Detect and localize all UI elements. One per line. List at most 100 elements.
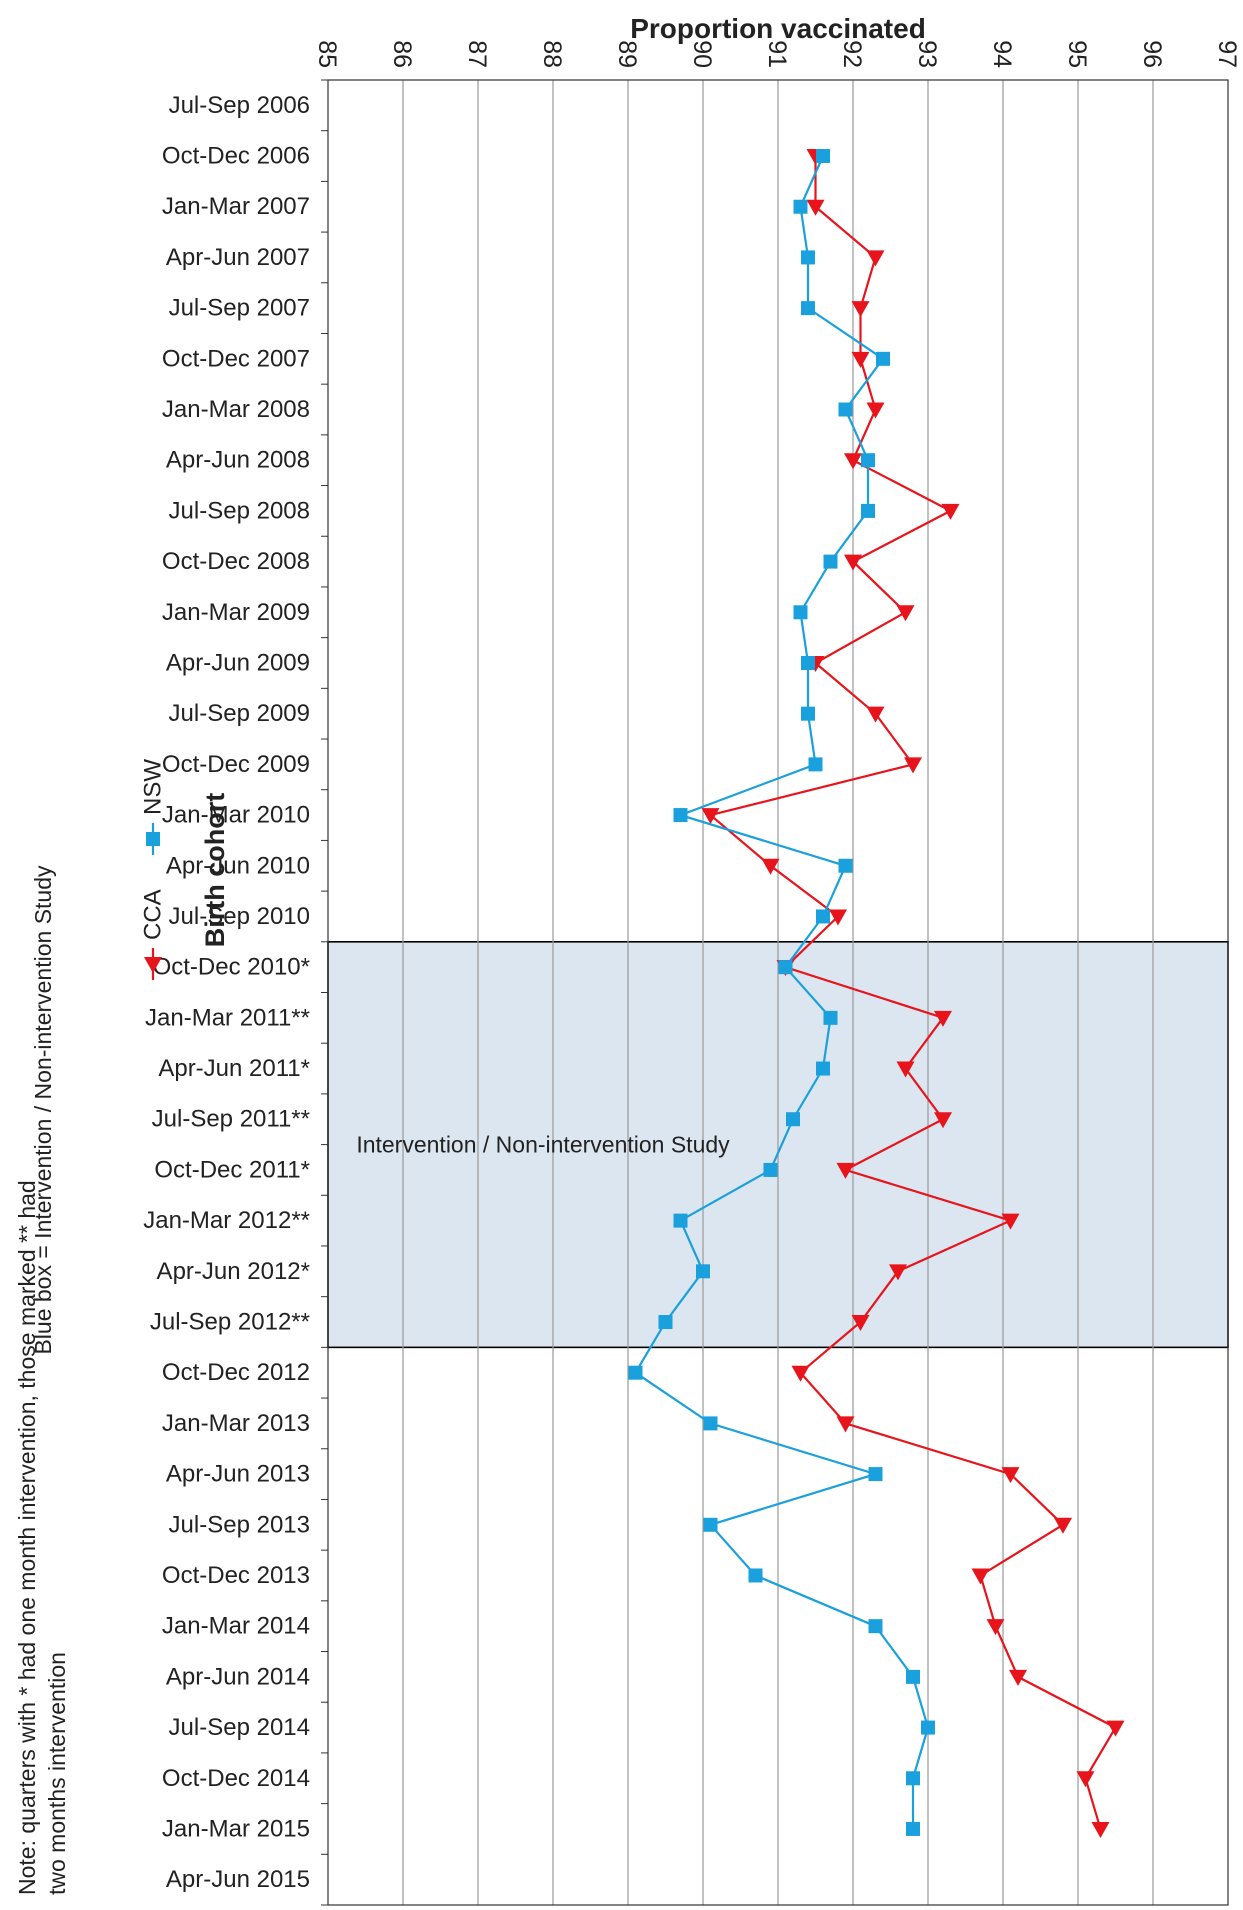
- data-point-cca: [851, 351, 870, 368]
- data-point-nsw: [921, 1720, 935, 1735]
- intervention-label: Intervention / Non-intervention Study: [356, 1132, 730, 1158]
- data-point-nsw: [673, 1213, 688, 1228]
- data-point-nsw: [703, 1517, 718, 1532]
- y-tick-label: 94: [988, 40, 1016, 68]
- data-point-nsw: [906, 1669, 920, 1684]
- x-tick-label: Jul-Sep 2006: [169, 92, 310, 119]
- x-tick-label: Apr-Jun 2014: [166, 1663, 310, 1690]
- x-tick-label: Apr-Jun 2007: [166, 244, 310, 271]
- data-point-cca: [851, 1315, 870, 1332]
- legend-title: Birth cohort: [200, 793, 230, 948]
- data-point-cca: [896, 1061, 915, 1078]
- y-tick-label: 95: [1063, 40, 1091, 68]
- y-tick-label: 92: [838, 40, 866, 68]
- data-point-nsw: [861, 453, 875, 468]
- data-point-cca: [761, 858, 780, 875]
- x-tick-label: Jul-Sep 2013: [169, 1511, 310, 1538]
- y-tick-label: 86: [388, 40, 416, 68]
- data-point-nsw: [816, 149, 830, 164]
- data-point-nsw: [801, 250, 815, 265]
- data-point-cca: [851, 301, 870, 318]
- x-tick-label: Apr-Jun 2009: [166, 649, 310, 676]
- x-tick-label: Jan-Mar 2011**: [145, 1004, 310, 1031]
- y-tick-label: 90: [688, 40, 716, 68]
- data-point-nsw: [823, 1010, 838, 1025]
- data-point-nsw: [793, 199, 808, 214]
- data-point-nsw: [838, 402, 853, 417]
- data-point-cca: [866, 402, 885, 419]
- data-point-cca: [986, 1619, 1005, 1636]
- x-tick-label: Jan-Mar 2010: [162, 802, 310, 829]
- data-point-nsw: [801, 706, 815, 721]
- data-point-nsw: [801, 655, 815, 670]
- x-tick-label: Jul-Sep 2011**: [152, 1106, 310, 1133]
- data-point-nsw: [816, 1061, 830, 1076]
- data-point-cca: [934, 1112, 952, 1129]
- x-tick-label: Jul-Sep 2012**: [150, 1309, 310, 1336]
- y-tick-label: 97: [1213, 40, 1241, 68]
- y-tick-label: 96: [1138, 40, 1166, 68]
- x-tick-label: Jan-Mar 2007: [162, 193, 310, 220]
- data-point-cca: [1001, 1467, 1020, 1484]
- x-tick-label: Oct-Dec 2009: [162, 751, 310, 778]
- legend-swatch-marker: [146, 832, 160, 846]
- legend-label-cca: CCA: [140, 889, 167, 940]
- x-tick-label: Oct-Dec 2011*: [154, 1156, 310, 1183]
- data-point-cca: [866, 250, 885, 267]
- x-tick-label: Jan-Mar 2009: [162, 599, 310, 626]
- data-point-nsw: [658, 1315, 673, 1330]
- x-tick-label: Oct-Dec 2014: [162, 1765, 310, 1792]
- data-point-cca: [1106, 1720, 1125, 1737]
- data-point-nsw: [673, 808, 688, 823]
- x-tick-label: Oct-Dec 2007: [162, 345, 310, 372]
- data-point-nsw: [906, 1771, 920, 1786]
- x-tick-label: Jul-Sep 2014: [169, 1714, 310, 1741]
- series-line-cca: [708, 156, 1118, 1830]
- x-tick-label: Oct-Dec 2010*: [153, 954, 310, 981]
- data-point-cca: [934, 1010, 952, 1027]
- y-tick-label: 89: [613, 40, 641, 68]
- data-point-cca: [791, 1365, 810, 1382]
- data-point-nsw: [868, 1467, 883, 1482]
- data-point-cca: [889, 1264, 907, 1281]
- data-point-nsw: [703, 1416, 718, 1431]
- data-point-nsw: [696, 1264, 710, 1279]
- data-point-nsw: [748, 1568, 763, 1583]
- data-point-cca: [844, 554, 862, 571]
- data-point-cca: [844, 453, 862, 470]
- data-point-nsw: [816, 909, 830, 924]
- data-point-cca: [1091, 1821, 1110, 1838]
- data-point-nsw: [808, 757, 823, 772]
- x-tick-label: Apr-Jun 2008: [166, 447, 310, 474]
- data-point-cca: [866, 706, 885, 723]
- data-point-cca: [971, 1568, 990, 1585]
- x-tick-label: Jul-Sep 2010: [169, 903, 310, 930]
- data-point-nsw: [786, 1112, 800, 1127]
- x-tick-label: Oct-Dec 2008: [162, 548, 310, 575]
- y-tick-label: 88: [538, 40, 566, 68]
- x-tick-label: Oct-Dec 2012: [162, 1359, 310, 1386]
- data-point-cca: [941, 503, 960, 520]
- y-axis-title: Proportion vaccinated: [630, 13, 926, 44]
- data-point-cca: [1001, 1213, 1020, 1230]
- x-tick-label: Jul-Sep 2007: [169, 295, 310, 322]
- x-tick-label: Apr-Jun 2015: [166, 1866, 310, 1893]
- data-point-cca: [836, 1416, 855, 1433]
- legend-label-nsw: NSW: [140, 759, 167, 815]
- data-point-cca: [904, 757, 922, 774]
- x-tick-label: Apr-Jun 2012*: [157, 1258, 310, 1285]
- data-point-nsw: [823, 554, 838, 569]
- x-tick-label: Apr-Jun 2010: [166, 852, 310, 879]
- series-line-nsw: [634, 155, 930, 1829]
- data-point-nsw: [838, 858, 853, 873]
- x-tick-label: Jan-Mar 2014: [162, 1613, 310, 1640]
- data-point-nsw: [876, 351, 890, 366]
- x-tick-label: Jan-Mar 2012**: [143, 1207, 310, 1234]
- footnote: Note: quarters with * had one month inte…: [14, 1180, 70, 1895]
- data-point-nsw: [801, 301, 815, 316]
- x-tick-label: Jan-Mar 2013: [162, 1410, 310, 1437]
- data-point-nsw: [793, 605, 808, 620]
- data-point-nsw: [861, 503, 875, 518]
- box-note: Blue box = Intervention / Non-interventi…: [30, 865, 56, 1355]
